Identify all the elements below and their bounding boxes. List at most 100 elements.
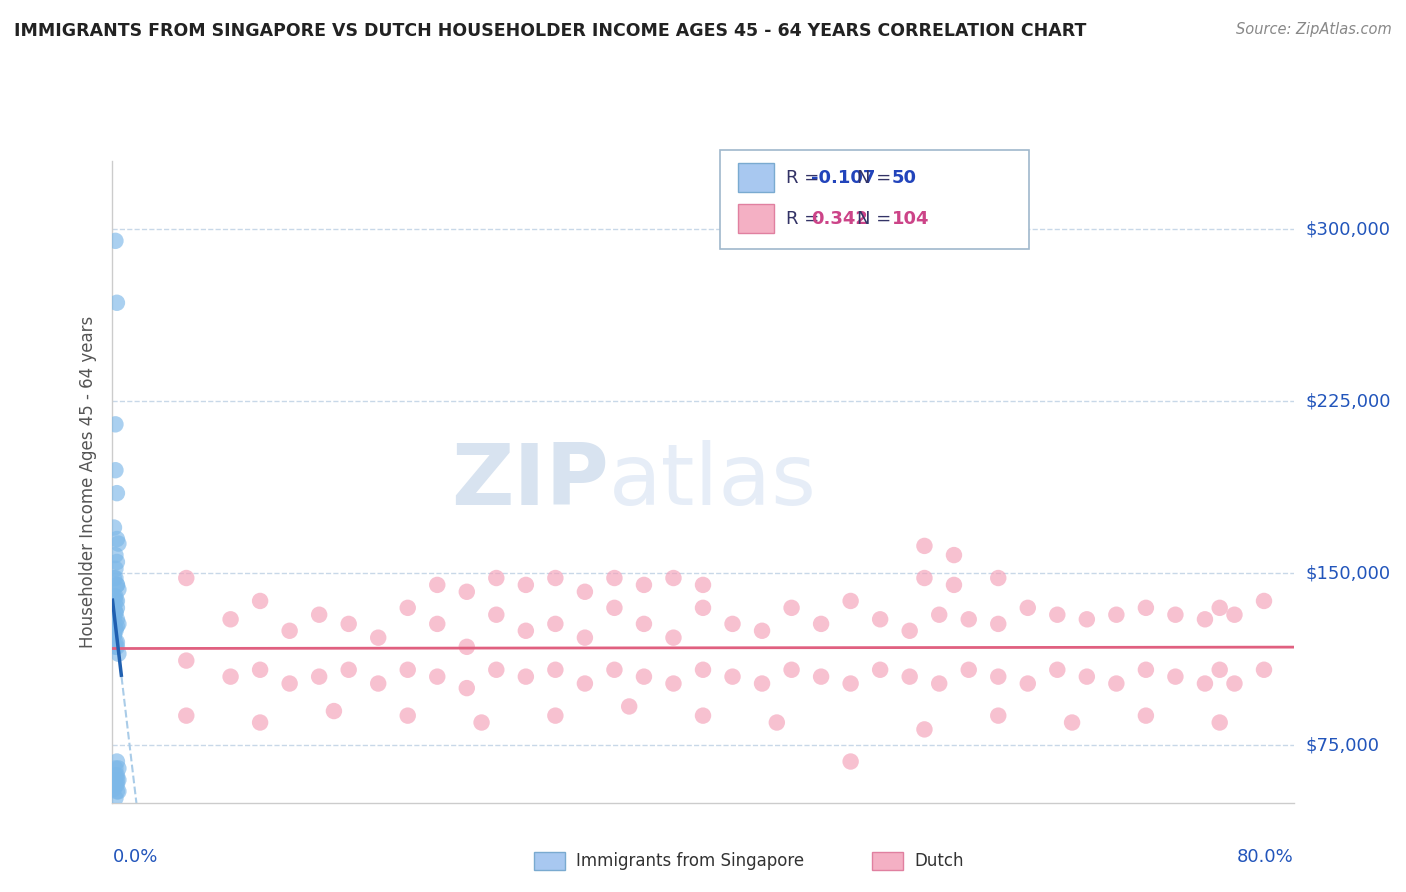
Point xyxy=(105,772,128,787)
Point xyxy=(1223,607,1246,622)
Point xyxy=(174,708,197,723)
Point xyxy=(103,600,125,615)
Point xyxy=(633,616,655,631)
Point xyxy=(104,640,127,654)
Point xyxy=(105,578,128,592)
Point xyxy=(103,590,125,604)
Point xyxy=(515,670,537,684)
Point xyxy=(174,654,197,668)
Point xyxy=(104,548,127,562)
Text: 0.342: 0.342 xyxy=(811,210,868,227)
Point xyxy=(869,612,891,626)
Text: R =: R = xyxy=(786,169,818,186)
Point xyxy=(751,624,773,638)
Point xyxy=(485,607,508,622)
Point xyxy=(249,663,271,677)
Point xyxy=(810,616,832,631)
Point xyxy=(367,631,389,645)
Point xyxy=(692,708,714,723)
Point xyxy=(1164,607,1187,622)
Point xyxy=(107,616,129,631)
Text: IMMIGRANTS FROM SINGAPORE VS DUTCH HOUSEHOLDER INCOME AGES 45 - 64 YEARS CORRELA: IMMIGRANTS FROM SINGAPORE VS DUTCH HOUSE… xyxy=(14,22,1087,40)
Point xyxy=(104,622,127,636)
Point xyxy=(103,612,125,626)
Point xyxy=(426,616,449,631)
Point xyxy=(485,571,508,585)
Point xyxy=(721,616,744,631)
Point xyxy=(105,578,128,592)
Point xyxy=(544,571,567,585)
Point xyxy=(544,663,567,677)
Point xyxy=(662,631,685,645)
Text: 80.0%: 80.0% xyxy=(1237,847,1294,866)
Point xyxy=(1105,676,1128,690)
Point xyxy=(839,755,862,769)
Point xyxy=(1105,607,1128,622)
Point xyxy=(249,715,271,730)
Point xyxy=(574,631,596,645)
Point xyxy=(105,594,128,608)
Point xyxy=(105,619,128,633)
Point xyxy=(105,640,128,654)
Point xyxy=(249,594,271,608)
Point xyxy=(869,663,891,677)
Point xyxy=(839,676,862,690)
Point xyxy=(914,539,936,553)
Text: N =: N = xyxy=(856,169,891,186)
Point xyxy=(396,600,419,615)
Point xyxy=(470,715,494,730)
Point xyxy=(104,417,127,432)
Point xyxy=(105,768,128,782)
Point xyxy=(1208,715,1232,730)
Point xyxy=(278,676,301,690)
Point xyxy=(278,624,301,638)
Point xyxy=(107,772,129,787)
Point xyxy=(104,635,127,649)
Point xyxy=(103,571,125,585)
Point xyxy=(633,670,655,684)
Text: $225,000: $225,000 xyxy=(1305,392,1391,410)
Text: $150,000: $150,000 xyxy=(1305,565,1391,582)
Point xyxy=(662,676,685,690)
Point xyxy=(107,582,129,597)
Point xyxy=(1223,676,1246,690)
Point xyxy=(987,616,1010,631)
Point xyxy=(692,578,714,592)
Point xyxy=(105,755,128,769)
Text: $300,000: $300,000 xyxy=(1305,220,1391,238)
Point xyxy=(107,536,129,550)
Text: ZIP: ZIP xyxy=(451,440,609,524)
Point xyxy=(426,670,449,684)
Text: -0.107: -0.107 xyxy=(811,169,875,186)
Point xyxy=(104,594,127,608)
Point xyxy=(1076,612,1098,626)
Text: 50: 50 xyxy=(891,169,917,186)
Point xyxy=(957,663,980,677)
Point xyxy=(337,616,360,631)
Point xyxy=(914,571,936,585)
Point xyxy=(104,590,127,604)
Point xyxy=(780,600,803,615)
Point xyxy=(1017,600,1039,615)
Point xyxy=(1046,663,1069,677)
Point xyxy=(426,578,449,592)
Point xyxy=(515,578,537,592)
Point xyxy=(103,628,125,642)
Point xyxy=(810,670,832,684)
Point xyxy=(104,606,127,620)
Point xyxy=(766,715,789,730)
Point xyxy=(219,670,242,684)
Point xyxy=(1062,715,1084,730)
Point xyxy=(544,708,567,723)
Point xyxy=(105,295,128,310)
Point xyxy=(780,663,803,677)
Point xyxy=(1208,600,1232,615)
Point xyxy=(104,234,127,248)
Point xyxy=(308,670,330,684)
Point xyxy=(308,607,330,622)
Point xyxy=(396,708,419,723)
Point xyxy=(105,532,128,546)
Point xyxy=(104,571,127,585)
Text: atlas: atlas xyxy=(609,440,817,524)
Point xyxy=(219,612,242,626)
